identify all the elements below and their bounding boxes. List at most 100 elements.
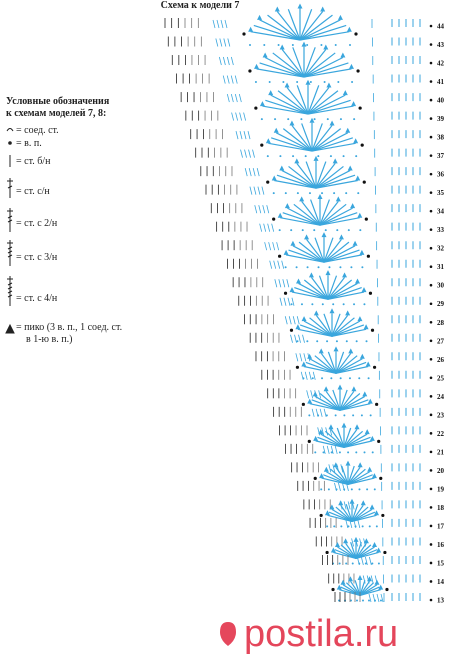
- stitch: [222, 75, 226, 84]
- fan-stitch: [307, 87, 330, 115]
- picot: [308, 272, 314, 278]
- picot: [350, 203, 356, 209]
- picot: [284, 203, 290, 209]
- picot: [325, 270, 331, 276]
- stitch: [276, 242, 280, 251]
- stitch: [310, 390, 314, 399]
- chain-dot: [260, 143, 264, 147]
- fan-stitch: [303, 68, 352, 78]
- chain-dot: [278, 229, 281, 232]
- chain-dot: [363, 303, 366, 306]
- picot: [351, 101, 357, 107]
- stitch: [243, 112, 246, 121]
- fan-stitch: [311, 399, 341, 411]
- stitch: [372, 593, 376, 603]
- fan-stitch: [296, 85, 309, 115]
- stitch: [347, 501, 351, 510]
- fan-stitch: [323, 254, 363, 263]
- stitch: [230, 56, 234, 66]
- picot: [294, 158, 300, 164]
- fan-stitch: [309, 403, 341, 411]
- row-number: 28: [437, 319, 445, 327]
- stitch: [239, 112, 242, 121]
- chain-dot: [338, 562, 341, 565]
- stitch: [299, 353, 303, 362]
- legend-item: = в. п.: [16, 138, 42, 149]
- picot: [341, 422, 347, 428]
- fan-stitch: [335, 361, 367, 374]
- stitch: [338, 482, 341, 492]
- fan-stitch: [347, 471, 370, 485]
- fan-stitch: [315, 163, 336, 189]
- stitch: [357, 519, 361, 529]
- picot: [338, 234, 344, 240]
- picot: [345, 127, 351, 133]
- picot: [343, 538, 349, 544]
- picot: [362, 391, 368, 397]
- stitch: [332, 464, 336, 473]
- picot: [301, 316, 307, 322]
- chain-dot: [429, 487, 433, 491]
- fan-stitch: [335, 352, 352, 374]
- chain-dot: [429, 61, 433, 65]
- row-number: 14: [437, 578, 445, 586]
- chain-dot: [319, 513, 323, 518]
- picot: [262, 52, 268, 58]
- chain-dot: [353, 118, 356, 121]
- stitch: [330, 445, 334, 454]
- picot: [346, 26, 352, 32]
- picot: [374, 510, 380, 516]
- fan-stitch: [272, 52, 305, 78]
- picot: [307, 398, 313, 404]
- picot: [353, 536, 359, 542]
- chain-dot: [321, 192, 324, 195]
- stitch: [340, 464, 344, 473]
- chain-dot: [321, 303, 324, 306]
- chain-dot: [429, 43, 433, 46]
- picot: [348, 63, 354, 69]
- stitch: [271, 223, 275, 232]
- chain-dot: [337, 81, 340, 84]
- fan-stitch: [286, 87, 309, 115]
- fan-stitch: [343, 433, 368, 448]
- fan-stitch: [265, 99, 309, 115]
- fan-stitch: [339, 395, 366, 411]
- fan-stitch: [351, 514, 377, 523]
- picot: [363, 324, 369, 330]
- stitch: [291, 297, 295, 306]
- chain-dot: [317, 266, 320, 269]
- watermark: postila.ru: [244, 613, 398, 655]
- chain-dot: [290, 229, 293, 232]
- picot: [277, 212, 283, 218]
- chain-dot: [313, 229, 316, 232]
- picot: [330, 547, 336, 553]
- legend-heading: Условные обозначения: [6, 96, 110, 107]
- chain-dot: [295, 266, 298, 269]
- picot: [361, 287, 367, 293]
- fan-stitch: [325, 390, 341, 411]
- fan-stitch: [323, 245, 356, 263]
- chain-dot: [429, 524, 433, 528]
- row-number: 33: [437, 226, 445, 234]
- stitch: [248, 168, 252, 177]
- chain-dot: [329, 155, 332, 158]
- picot: [369, 504, 375, 510]
- row-number: 38: [437, 134, 445, 142]
- row-number: 44: [437, 23, 445, 31]
- fan-stitch: [285, 254, 325, 263]
- picot: [289, 120, 295, 126]
- stitch: [234, 93, 238, 103]
- picot: [352, 240, 358, 246]
- chain-dot: [323, 81, 326, 84]
- fan-stitch: [311, 132, 349, 152]
- fan-stitch: [359, 580, 371, 596]
- fan-stitch: [306, 239, 325, 263]
- stitch: [345, 519, 349, 529]
- fan-stitch: [299, 31, 350, 41]
- fan-stitch: [319, 212, 358, 226]
- chain-dot: [284, 266, 287, 269]
- picot: [319, 473, 325, 479]
- fan-stitch: [282, 128, 313, 152]
- fan-stitch: [323, 313, 333, 337]
- fan-stitch: [307, 105, 354, 115]
